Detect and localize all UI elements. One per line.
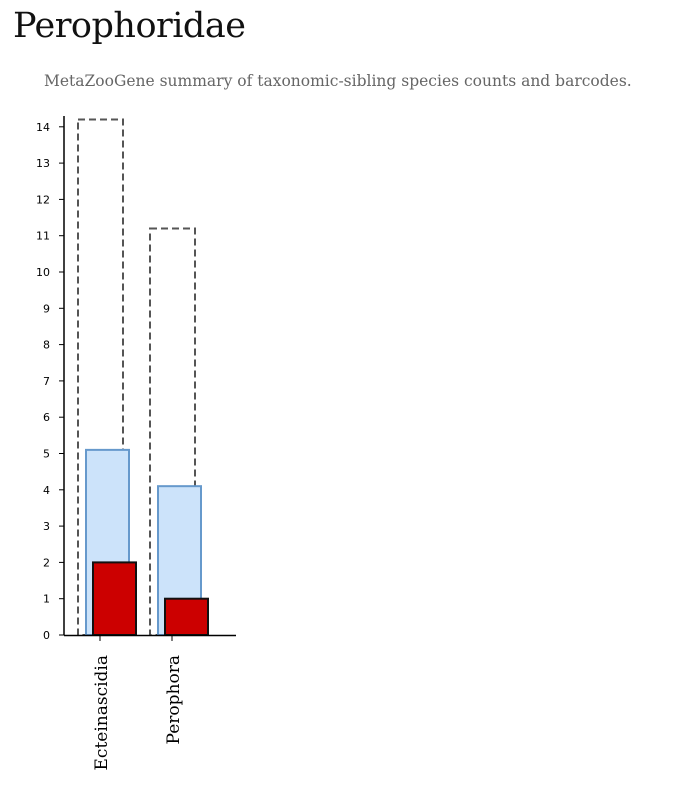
y-tick-label: 8 bbox=[43, 339, 50, 352]
page-subtitle: MetaZooGene summary of taxonomic-sibling… bbox=[44, 72, 632, 90]
y-tick-label: 6 bbox=[43, 411, 50, 424]
page-title: Perophoridae bbox=[13, 6, 246, 46]
y-tick-label: 5 bbox=[43, 448, 50, 461]
x-axis: Ecteinascidia Perophora bbox=[64, 634, 236, 770]
y-tick-label: 9 bbox=[43, 302, 50, 315]
bars-layer bbox=[77, 118, 209, 637]
y-tick-label: 0 bbox=[43, 629, 50, 642]
total-bar bbox=[77, 118, 124, 637]
y-tick-label: 11 bbox=[36, 230, 50, 243]
y-tick-label: 4 bbox=[43, 484, 50, 497]
y-tick-label: 14 bbox=[36, 121, 50, 134]
category-label: Perophora bbox=[164, 655, 184, 744]
y-tick-label: 7 bbox=[43, 375, 50, 388]
y-tick-label: 10 bbox=[36, 266, 50, 279]
y-tick-label: 13 bbox=[36, 157, 50, 170]
y-tick-label: 1 bbox=[43, 593, 50, 606]
y-tick-label: 12 bbox=[36, 193, 50, 206]
barcode-bar bbox=[164, 597, 209, 637]
barcode-bar bbox=[92, 561, 137, 637]
category-label: Ecteinascidia bbox=[92, 655, 112, 770]
y-tick-label: 2 bbox=[43, 556, 50, 569]
y-tick-label: 3 bbox=[43, 520, 50, 533]
